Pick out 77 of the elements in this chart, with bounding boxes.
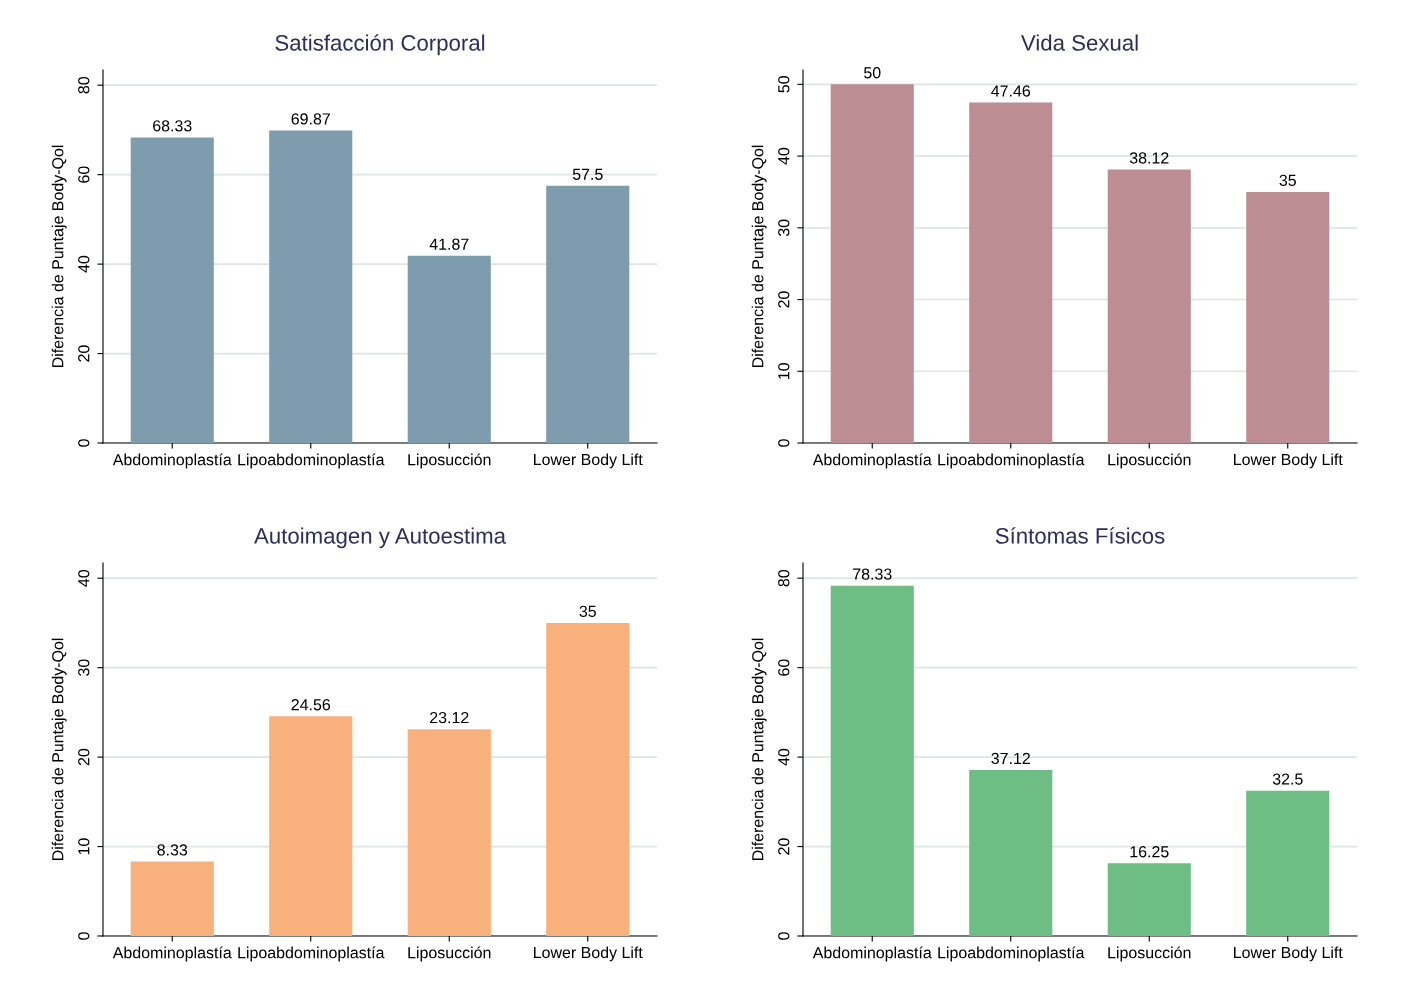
x-tick-label: Lipoabdominoplastía xyxy=(238,453,385,469)
x-tick-label: Abdominoplastía xyxy=(112,453,232,469)
bar xyxy=(130,861,214,936)
x-tick-label: Lower Body Lift xyxy=(1234,453,1343,469)
data-label: 16.25 xyxy=(1130,846,1169,858)
chart-title: Autoimagen y Autoestima xyxy=(254,527,507,549)
y-tick-label: 0 xyxy=(778,439,790,447)
y-axis-title: Diferencia de Puntaje Body-Qol xyxy=(751,145,767,368)
y-tick-label: 60 xyxy=(778,659,790,676)
y-tick-label: 0 xyxy=(78,932,90,940)
x-tick-label: Liposucción xyxy=(1108,946,1191,962)
bar xyxy=(969,102,1053,443)
x-tick-label: Liposucción xyxy=(1108,453,1191,469)
y-tick-label: 30 xyxy=(78,659,90,676)
x-tick-label: Lower Body Lift xyxy=(534,453,643,469)
x-tick-label: Abdominoplastía xyxy=(812,946,932,962)
data-label: 23.12 xyxy=(430,711,469,724)
data-label: 68.33 xyxy=(153,120,192,132)
bar xyxy=(1107,169,1191,443)
y-tick-label: 40 xyxy=(78,255,90,273)
x-tick-label: Abdominoplastía xyxy=(112,946,232,962)
x-tick-label: Lower Body Lift xyxy=(534,946,643,962)
y-tick-label: 40 xyxy=(778,147,790,165)
data-label: 32.5 xyxy=(1272,773,1303,785)
data-label: 78.33 xyxy=(853,568,892,580)
x-tick-label: Abdominoplastía xyxy=(812,453,932,469)
bar xyxy=(407,255,491,443)
y-tick-label: 0 xyxy=(778,932,790,940)
y-tick-label: 20 xyxy=(778,291,790,308)
x-tick-label: Liposucción xyxy=(408,453,491,469)
y-tick-label: 30 xyxy=(778,219,790,237)
data-label: 57.5 xyxy=(572,168,603,180)
bar xyxy=(546,622,630,936)
data-label: 38.12 xyxy=(1129,152,1169,164)
x-tick-label: Lipoabdominoplastía xyxy=(938,453,1085,469)
y-tick-label: 20 xyxy=(78,748,90,766)
y-tick-label: 80 xyxy=(778,569,790,587)
data-label: 24.56 xyxy=(291,699,331,711)
bar xyxy=(830,585,914,936)
bar xyxy=(269,130,353,443)
bar xyxy=(130,137,214,443)
y-tick-label: 40 xyxy=(778,748,790,766)
y-tick-label: 10 xyxy=(778,363,790,379)
bar xyxy=(546,185,630,443)
data-label: 50 xyxy=(864,67,881,79)
data-label: 8.33 xyxy=(157,844,188,856)
y-axis-title: Diferencia de Puntaje Body-Qol xyxy=(751,638,767,861)
y-tick-label: 50 xyxy=(778,76,790,93)
chart-title: Síntomas Físicos xyxy=(995,527,1165,544)
y-tick-label: 0 xyxy=(78,439,90,447)
bar xyxy=(269,716,353,936)
data-label: 69.87 xyxy=(291,113,330,125)
y-axis-title: Diferencia de Puntaje Body-Qol xyxy=(51,145,67,368)
data-label: 47.46 xyxy=(991,85,1031,97)
bar xyxy=(830,84,914,443)
chart-title: Satisfacción Corporal xyxy=(275,34,485,56)
bar xyxy=(1246,191,1330,443)
y-tick-label: 60 xyxy=(78,166,90,183)
bar xyxy=(1246,790,1330,936)
data-label: 35 xyxy=(579,605,596,617)
x-tick-label: Lipoabdominoplastía xyxy=(938,946,1085,962)
x-tick-label: Lipoabdominoplastía xyxy=(238,946,385,962)
y-axis-title: Diferencia de Puntaje Body-Qol xyxy=(51,638,67,861)
bar xyxy=(1107,863,1191,936)
y-tick-label: 80 xyxy=(78,76,90,94)
y-tick-label: 40 xyxy=(78,569,90,587)
data-label: 35 xyxy=(1279,174,1296,187)
x-tick-label: Lower Body Lift xyxy=(1234,946,1343,962)
y-tick-label: 20 xyxy=(778,838,790,855)
x-tick-label: Liposucción xyxy=(408,946,491,962)
bar xyxy=(969,769,1053,936)
data-label: 37.12 xyxy=(991,752,1030,765)
y-tick-label: 10 xyxy=(78,838,90,855)
y-tick-label: 20 xyxy=(78,345,90,362)
data-label: 41.87 xyxy=(429,238,469,250)
chart-title: Vida Sexual xyxy=(1020,34,1138,51)
bar xyxy=(407,729,491,936)
